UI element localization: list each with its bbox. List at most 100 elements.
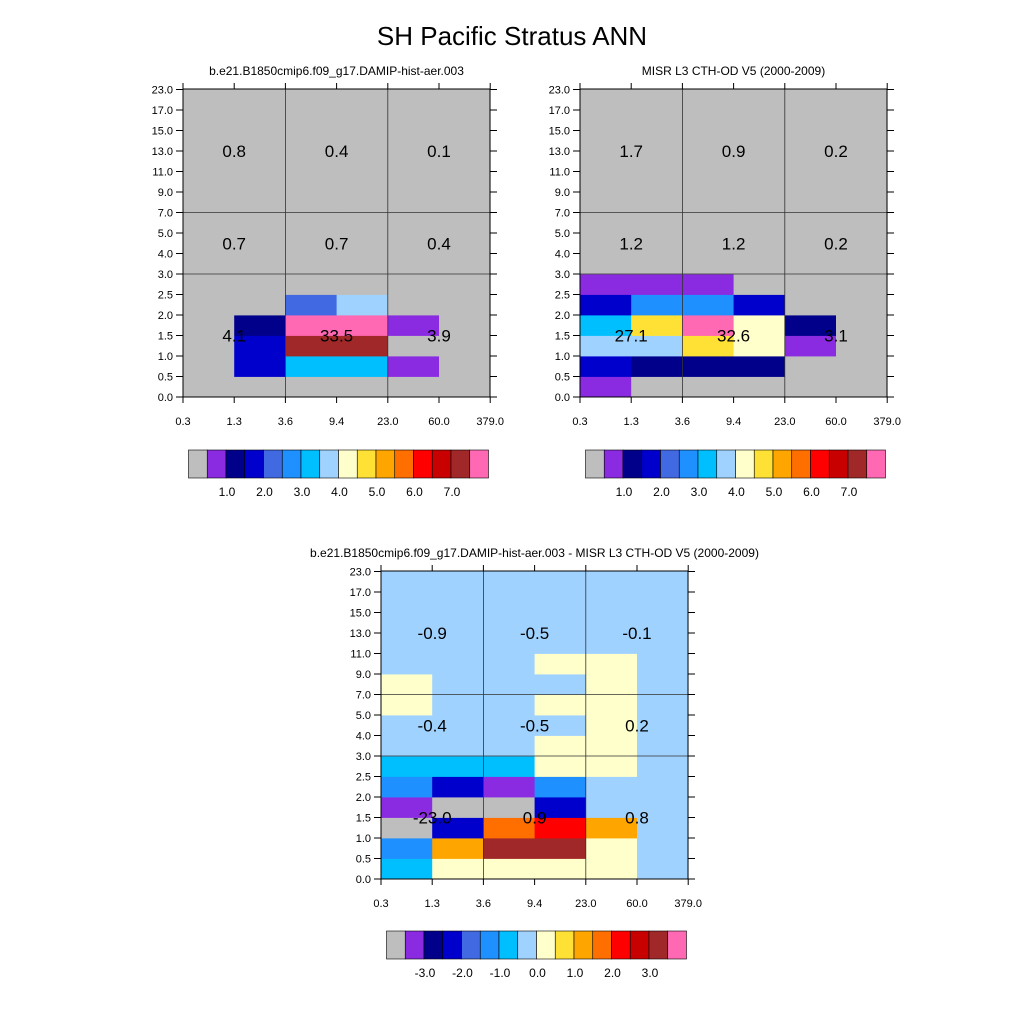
heatmap-cell [336, 130, 389, 152]
heatmap-cell [285, 253, 337, 275]
heatmap-cell [183, 294, 235, 316]
heatmap-cell [183, 151, 235, 172]
heatmap-cell [336, 253, 389, 275]
heatmap-cell [580, 376, 632, 398]
colorbar-label: 2.0 [653, 485, 670, 499]
heatmap-cell [836, 335, 888, 357]
colorbar-label: 7.0 [841, 485, 858, 499]
heatmap-cell [439, 294, 491, 316]
heatmap-cell [784, 315, 837, 336]
group-value-label: 33.5 [320, 327, 353, 346]
y-tick-label: 13.0 [152, 146, 173, 158]
heatmap-cell [784, 192, 837, 213]
colorbar-swatch [753, 449, 774, 479]
heatmap-cell [387, 192, 440, 213]
heatmap-cell [534, 858, 587, 880]
heatmap-cell [336, 171, 389, 193]
heatmap-cell [836, 233, 888, 254]
group-value-label: 0.4 [427, 234, 451, 253]
heatmap-cell [439, 274, 491, 295]
heatmap-cell [285, 89, 337, 111]
y-tick-label: 7.0 [356, 690, 371, 702]
colorbar-swatch [244, 449, 264, 479]
heatmap-cell [836, 130, 888, 152]
colorbar-swatch [603, 449, 624, 479]
heatmap-cell [483, 817, 535, 839]
colorbar-label: 2.0 [604, 966, 621, 980]
heatmap-cell [381, 653, 433, 675]
group-value-label: 0.2 [824, 234, 848, 253]
heatmap-cell [432, 756, 484, 777]
heatmap-cell [534, 592, 587, 613]
colorbar-swatch [810, 449, 830, 479]
colorbar-label: -3.0 [415, 966, 436, 980]
colorbar-label: 6.0 [406, 485, 423, 499]
colorbar-swatch [450, 449, 471, 479]
heatmap-cell [534, 674, 587, 695]
x-tick-label: 9.4 [726, 416, 741, 428]
y-tick-label: 3.0 [555, 269, 570, 281]
heatmap-cell [585, 674, 638, 695]
heatmap-cell [534, 694, 587, 716]
group-value-label: 0.7 [222, 234, 246, 253]
y-tick-label: 0.0 [555, 392, 570, 404]
heatmap-cell [682, 110, 734, 131]
y-tick-label: 4.0 [555, 249, 570, 261]
colorbar-swatch [356, 449, 377, 479]
colorbar-swatch [281, 449, 302, 479]
figure-title: SH Pacific Stratus ANN [377, 21, 647, 51]
heatmap-cell [836, 110, 888, 131]
heatmap-cell [285, 171, 337, 193]
heatmap-cell [234, 376, 286, 398]
heatmap-cell [682, 274, 734, 295]
heatmap-cell [784, 151, 837, 172]
heatmap-cell [381, 612, 433, 634]
y-tick-label: 11.0 [152, 167, 173, 179]
y-tick-label: 2.0 [356, 792, 371, 804]
heatmap-cell [483, 674, 535, 695]
group-value-label: 27.1 [615, 327, 648, 346]
heatmap-cell [432, 592, 484, 613]
heatmap-cell [637, 817, 689, 839]
heatmap-cell [733, 192, 786, 213]
heatmap-cell [682, 233, 734, 254]
colorbar-swatch [338, 449, 358, 479]
heatmap-cell [637, 715, 689, 736]
heatmap-cell [580, 233, 632, 254]
heatmap-cell [637, 694, 689, 716]
heatmap-cell [336, 356, 389, 377]
heatmap-cell [580, 151, 632, 172]
x-tick-label: 23.0 [774, 416, 795, 428]
group-value-label: 0.9 [722, 142, 746, 161]
heatmap-cell [585, 838, 638, 859]
heatmap-cell [682, 335, 734, 357]
heatmap-cell [336, 110, 389, 131]
heatmap-cell [483, 592, 535, 613]
heatmap-cell [381, 674, 433, 695]
heatmap-cell [483, 735, 535, 757]
y-tick-label: 2.0 [158, 310, 173, 322]
heatmap-cell [439, 110, 491, 131]
x-tick-label: 379.0 [873, 416, 901, 428]
heatmap-cell [733, 294, 786, 316]
group-value-label: -0.1 [622, 624, 651, 643]
y-tick-label: 23.0 [350, 567, 371, 579]
colorbar-swatch [386, 930, 406, 960]
y-tick-label: 15.0 [350, 608, 371, 620]
colorbar-label: 3.0 [294, 485, 311, 499]
heatmap-cell [381, 571, 433, 593]
panel-title: MISR L3 CTH-OD V5 (2000-2009) [642, 64, 825, 78]
heatmap-cell [285, 110, 337, 131]
x-tick-label: 23.0 [377, 416, 398, 428]
x-tick-label: 23.0 [575, 898, 596, 910]
colorbar-swatch [479, 930, 500, 960]
heatmap-cell [534, 653, 587, 675]
colorbar-swatch [375, 449, 396, 479]
heatmap-cell [733, 110, 786, 131]
colorbar-swatch [828, 449, 849, 479]
heatmap-cell [285, 294, 337, 316]
heatmap-cell [387, 335, 440, 357]
y-tick-label: 1.5 [356, 813, 371, 825]
heatmap-cell [432, 797, 484, 818]
colorbar-label: 4.0 [728, 485, 745, 499]
